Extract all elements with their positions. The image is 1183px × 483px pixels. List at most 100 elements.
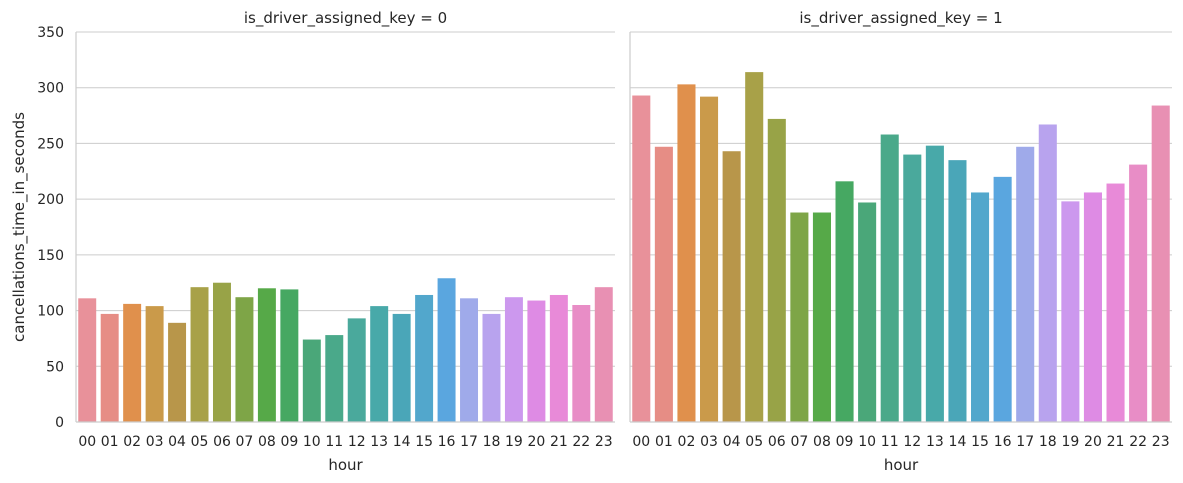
x-tick-label: 07 bbox=[236, 434, 254, 450]
bar-hour-19 bbox=[504, 297, 523, 422]
x-axis-label: hour bbox=[884, 456, 919, 474]
x-tick-label: 11 bbox=[881, 434, 899, 450]
panel-title: is_driver_assigned_key = 0 bbox=[244, 9, 447, 28]
bar-hour-23 bbox=[594, 287, 613, 422]
x-tick-label: 14 bbox=[949, 434, 967, 450]
grid-lines bbox=[630, 31, 1172, 367]
bar-hour-04 bbox=[168, 322, 187, 422]
panel-driver-unassigned: 0 50 100 150 200 250 300 350 00 01 02 03 04 05 06 07 08… bbox=[10, 9, 615, 474]
bar-hour-06 bbox=[212, 282, 231, 422]
bar-hour-16 bbox=[993, 176, 1012, 422]
x-tick-label: 12 bbox=[348, 434, 366, 450]
x-tick-label: 10 bbox=[303, 434, 321, 450]
y-tick-label: 300 bbox=[37, 81, 64, 97]
x-tick-label: 01 bbox=[655, 434, 673, 450]
x-tick-label: 09 bbox=[836, 434, 854, 450]
x-tick-label: 01 bbox=[101, 434, 119, 450]
x-tick-label: 07 bbox=[790, 434, 808, 450]
bar-hour-17 bbox=[460, 298, 479, 422]
x-tick-label: 15 bbox=[971, 434, 989, 450]
bar-hour-01 bbox=[100, 313, 119, 422]
x-tick-label: 04 bbox=[168, 434, 186, 450]
x-tick-label: 02 bbox=[678, 434, 696, 450]
bar-hour-21 bbox=[1106, 183, 1125, 422]
x-tick-labels: 00 01 02 03 04 05 06 07 08 09 10 11 12 13 14 15 16 17 18 19… bbox=[78, 434, 612, 450]
bar-hour-17 bbox=[1016, 146, 1035, 422]
x-tick-label: 06 bbox=[213, 434, 231, 450]
x-tick-label: 12 bbox=[903, 434, 921, 450]
x-tick-label: 06 bbox=[768, 434, 786, 450]
bar-hour-15 bbox=[415, 294, 434, 422]
x-tick-label: 09 bbox=[280, 434, 298, 450]
x-tick-label: 16 bbox=[438, 434, 456, 450]
x-tick-label: 04 bbox=[723, 434, 741, 450]
x-tick-label: 23 bbox=[595, 434, 613, 450]
bar-hour-03 bbox=[145, 306, 164, 422]
x-tick-label: 19 bbox=[505, 434, 523, 450]
x-tick-label: 23 bbox=[1152, 434, 1170, 450]
x-tick-label: 20 bbox=[1084, 434, 1102, 450]
bar-hour-10 bbox=[302, 339, 321, 422]
bar-hour-09 bbox=[835, 181, 854, 422]
x-tick-label: 18 bbox=[483, 434, 501, 450]
bar-hour-08 bbox=[812, 212, 831, 422]
bar-hour-14 bbox=[948, 160, 967, 422]
bar-hour-10 bbox=[858, 202, 877, 422]
x-tick-label: 19 bbox=[1061, 434, 1079, 450]
bar-hour-07 bbox=[235, 297, 254, 422]
x-tick-label: 15 bbox=[415, 434, 433, 450]
bar-hour-20 bbox=[527, 300, 546, 422]
bar-hour-11 bbox=[880, 134, 899, 422]
bar-hour-21 bbox=[549, 294, 568, 422]
x-tick-label: 05 bbox=[191, 434, 209, 450]
y-axis-label: cancellations_time_in_seconds bbox=[10, 112, 29, 342]
bar-hour-05 bbox=[190, 287, 209, 422]
bar-hour-23 bbox=[1151, 105, 1170, 423]
panel-driver-assigned: 00 01 02 03 04 05 06 07 08 09 10 11 12 13 14 15 16 17 18 19… bbox=[629, 9, 1172, 474]
x-tick-label: 11 bbox=[325, 434, 343, 450]
x-tick-label: 17 bbox=[1016, 434, 1034, 450]
bar-hour-05 bbox=[745, 72, 764, 422]
bars bbox=[632, 72, 1170, 423]
x-tick-label: 00 bbox=[632, 434, 650, 450]
x-tick-label: 13 bbox=[926, 434, 944, 450]
x-tick-label: 14 bbox=[393, 434, 411, 450]
x-tick-label: 05 bbox=[745, 434, 763, 450]
x-tick-label: 16 bbox=[994, 434, 1012, 450]
y-tick-label: 350 bbox=[37, 25, 64, 41]
bar-hour-12 bbox=[903, 154, 922, 423]
x-tick-label: 21 bbox=[550, 434, 568, 450]
y-tick-label: 100 bbox=[37, 304, 64, 320]
bar-hour-06 bbox=[767, 118, 786, 423]
bar-hour-00 bbox=[632, 95, 651, 422]
bar-hour-00 bbox=[78, 298, 97, 422]
y-tick-label: 50 bbox=[46, 359, 64, 375]
x-tick-label: 02 bbox=[123, 434, 141, 450]
x-axis-label: hour bbox=[328, 456, 363, 474]
bar-hour-14 bbox=[392, 313, 411, 422]
bar-hour-04 bbox=[722, 151, 741, 422]
bar-hour-13 bbox=[925, 145, 944, 422]
x-tick-label: 22 bbox=[572, 434, 590, 450]
x-tick-labels: 00 01 02 03 04 05 06 07 08 09 10 11 12 13 14 15 16 17 18 19… bbox=[632, 434, 1169, 450]
x-tick-label: 21 bbox=[1107, 434, 1125, 450]
x-tick-label: 03 bbox=[146, 434, 164, 450]
bar-hour-08 bbox=[257, 288, 276, 422]
bar-hour-02 bbox=[677, 84, 696, 422]
x-tick-label: 00 bbox=[78, 434, 96, 450]
bar-hour-11 bbox=[325, 335, 344, 422]
bar-hour-13 bbox=[370, 306, 389, 422]
y-tick-label: 0 bbox=[55, 415, 64, 431]
grid-lines bbox=[76, 31, 615, 367]
bar-hour-12 bbox=[347, 318, 366, 422]
bar-hour-19 bbox=[1061, 201, 1080, 422]
bar-hour-03 bbox=[700, 96, 719, 422]
x-tick-label: 03 bbox=[700, 434, 718, 450]
x-tick-label: 18 bbox=[1039, 434, 1057, 450]
x-tick-label: 10 bbox=[858, 434, 876, 450]
y-tick-label: 150 bbox=[37, 248, 64, 264]
y-tick-labels: 0 50 100 150 200 250 300 350 bbox=[37, 25, 64, 431]
y-tick-label: 250 bbox=[37, 136, 64, 152]
x-tick-label: 08 bbox=[813, 434, 831, 450]
